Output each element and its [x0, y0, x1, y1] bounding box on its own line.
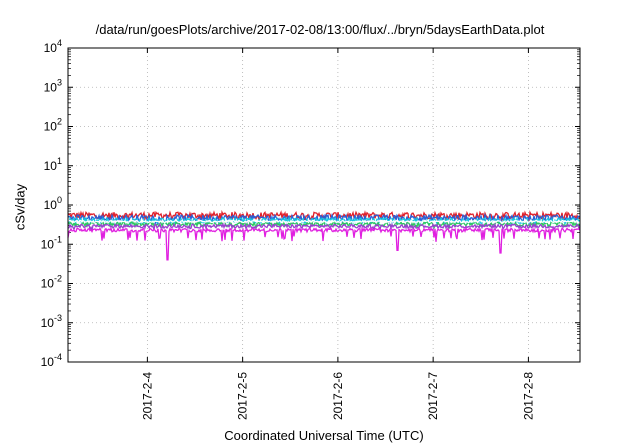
x-tick-label: 2017-2-4	[140, 372, 154, 420]
y-axis-label: cSv/day	[12, 183, 28, 231]
series-line	[67, 222, 581, 232]
y-tick-label: 101	[44, 156, 62, 173]
x-tick-label: 2017-2-8	[521, 372, 535, 420]
plot-frame	[67, 47, 581, 363]
y-tick-label: 10-2	[41, 274, 62, 291]
x-tick-label: 2017-2-5	[236, 372, 250, 420]
y-tick-label: 100	[44, 195, 62, 212]
y-tick-label: 10-1	[41, 234, 62, 251]
y-tick-label: 102	[44, 117, 62, 134]
y-tick-label: 10-3	[41, 313, 62, 330]
x-tick-label: 2017-2-6	[331, 372, 345, 420]
series-line	[67, 218, 581, 225]
y-tick-label: 103	[44, 77, 62, 94]
y-tick-label: 104	[44, 38, 62, 55]
series-line	[67, 215, 581, 227]
y-tick-label: 10-4	[41, 352, 62, 369]
x-tick-label: 2017-2-7	[426, 372, 440, 420]
series-line	[67, 225, 581, 261]
chart-title: /data/run/goesPlots/archive/2017-02-08/1…	[95, 22, 545, 37]
x-axis-label: Coordinated Universal Time (UTC)	[224, 428, 424, 443]
